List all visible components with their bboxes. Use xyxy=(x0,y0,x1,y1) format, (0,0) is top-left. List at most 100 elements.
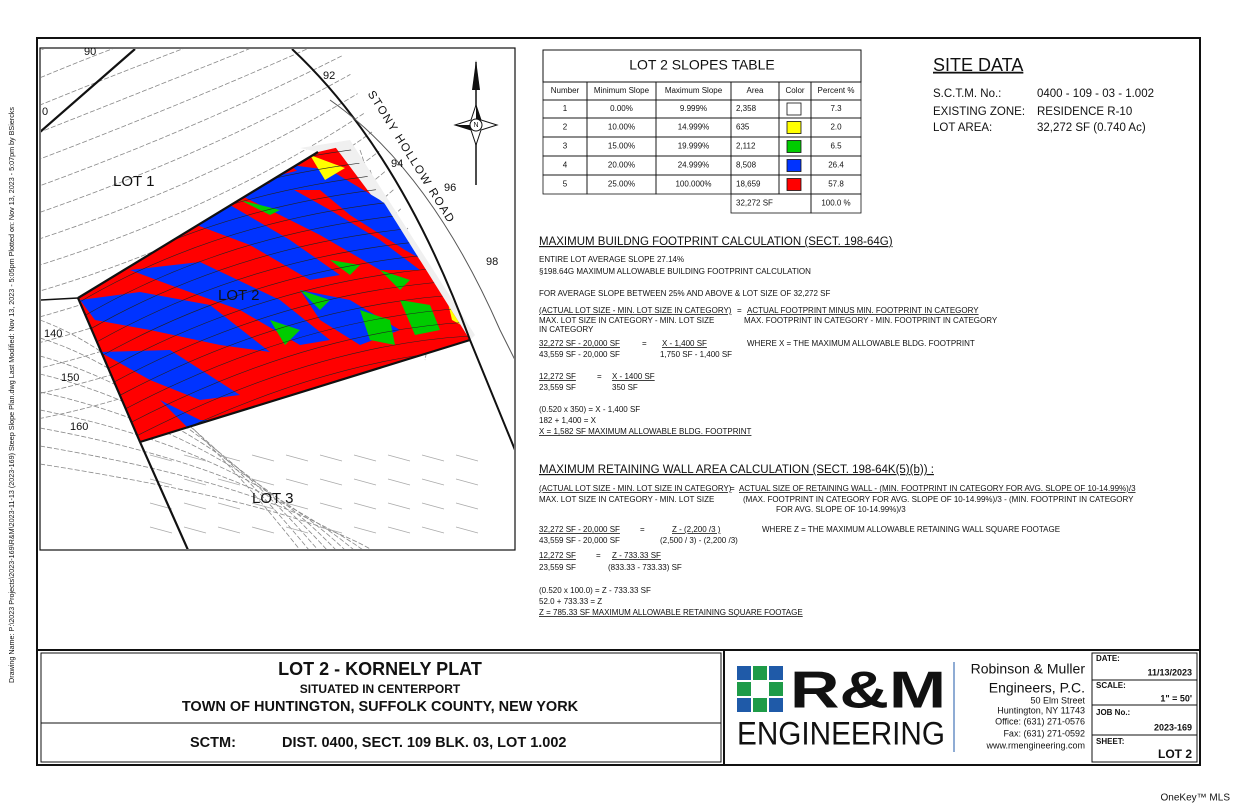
calc-line: 12,272 SF xyxy=(539,372,576,381)
firm-line: Engineers, P.C. xyxy=(989,680,1085,696)
table-title: LOT 2 SLOPES TABLE xyxy=(629,57,775,73)
firm-line: www.rmengineering.com xyxy=(985,740,1085,750)
info-value: 2023-169 xyxy=(1154,722,1192,732)
title-box xyxy=(40,652,722,763)
hatch xyxy=(217,526,241,534)
calc-line: (ACTUAL LOT SIZE - MIN. LOT SIZE IN CATE… xyxy=(539,484,732,493)
hatch xyxy=(353,502,377,510)
hatch xyxy=(455,502,479,510)
logo-text: R&M xyxy=(790,662,946,720)
contour xyxy=(41,373,327,549)
hatch xyxy=(319,526,343,534)
table-value: 2,112 xyxy=(736,142,756,151)
table-value: 4 xyxy=(563,161,568,170)
calc-line: Z = 785.33 SF MAXIMUM ALLOWABLE RETAININ… xyxy=(539,608,803,617)
hatch xyxy=(251,478,275,486)
contour-label: 160 xyxy=(70,421,88,433)
contour-label: 98 xyxy=(486,256,498,268)
road-line xyxy=(291,49,514,451)
lot-label: LOT 3 xyxy=(252,490,293,507)
hatch xyxy=(251,526,275,534)
contour-label: 94 xyxy=(391,158,403,170)
table-header: Maximum Slope xyxy=(665,86,723,95)
contour xyxy=(78,251,470,373)
info-value: 1" = 50' xyxy=(1160,693,1192,703)
calc-line: ACTUAL FOOTPRINT MINUS MIN. FOOTPRINT IN… xyxy=(747,306,979,315)
table-value: 18,659 xyxy=(736,180,761,189)
contour-label: 96 xyxy=(444,182,456,194)
calc-line: = xyxy=(597,372,602,381)
calc-line: 350 SF xyxy=(612,383,638,392)
hatch xyxy=(387,454,411,462)
hatch xyxy=(149,454,173,462)
contour xyxy=(41,463,372,549)
logo-square xyxy=(769,666,783,680)
slope-patch xyxy=(80,292,270,352)
info-value: LOT 2 xyxy=(1158,747,1192,761)
table-header: Number xyxy=(551,86,580,95)
color-swatch xyxy=(786,140,802,153)
info-value: 11/13/2023 xyxy=(1147,667,1192,677)
firm-info: Robinson & Muller Engineers, P.C.50 Elm S… xyxy=(971,661,1086,751)
table-header: Color xyxy=(785,86,804,95)
hatch xyxy=(149,478,173,486)
hatch xyxy=(455,454,479,462)
calc-line: Z - 733.33 SF xyxy=(612,551,661,560)
logo-square xyxy=(737,666,751,680)
site-label: EXISTING ZONE: xyxy=(933,106,1025,118)
contour xyxy=(41,49,308,160)
table-value: 2.0 xyxy=(830,123,842,132)
info-label: SCALE: xyxy=(1096,681,1126,690)
hatch xyxy=(319,502,343,510)
hatch xyxy=(353,454,377,462)
sheet-border xyxy=(36,37,1201,766)
table-value: 1 xyxy=(563,104,568,113)
table-value: 26.4 xyxy=(828,161,844,170)
hatch xyxy=(353,526,377,534)
hatch xyxy=(353,478,377,486)
hatch xyxy=(183,478,207,486)
slope-patch xyxy=(380,270,410,290)
contour-label: 92 xyxy=(323,70,335,82)
calc-line: = xyxy=(730,484,735,493)
hatch xyxy=(319,478,343,486)
calc-line: X - 1,400 SF xyxy=(662,339,707,348)
table-value: 635 xyxy=(736,123,750,132)
calc-line: Z - (2,200 /3 ) xyxy=(672,525,721,534)
contour-label: 0 xyxy=(42,106,48,118)
north-label: N xyxy=(473,122,478,129)
firm-line: Huntington, NY 11743 xyxy=(997,705,1085,715)
hatch xyxy=(421,454,445,462)
calc-line: 32,272 SF - 20,000 SF xyxy=(539,339,620,348)
calc-line: 43,559 SF - 20,000 SF xyxy=(539,350,620,359)
contour xyxy=(41,112,366,266)
lot-label: LOT 2 xyxy=(218,287,259,304)
hatch xyxy=(183,454,207,462)
hatch xyxy=(183,502,207,510)
slope-patch xyxy=(240,200,280,215)
contour xyxy=(78,265,470,387)
slopes-table: LOT 2 SLOPES TABLE Number Minimum Slope Ma… xyxy=(542,49,862,214)
table-value: 7.3 xyxy=(830,104,842,113)
site-value: 32,272 SF (0.740 Ac) xyxy=(1037,122,1146,134)
watermark: OneKey™ MLS xyxy=(1161,793,1231,804)
table-header: Percent % xyxy=(818,86,855,95)
table-value: 24.999% xyxy=(678,161,710,170)
calc-line: WHERE X = THE MAXIMUM ALLOWABLE BLDG. FO… xyxy=(747,339,975,348)
site-data: S.C.T.M. No.: 0400 - 109 - 03 - 1.002 EXIS… xyxy=(933,88,1154,134)
logo-square xyxy=(769,698,783,712)
slope-patch xyxy=(230,182,420,270)
hatch xyxy=(285,502,309,510)
table-value: 10.00% xyxy=(608,123,635,132)
firm-line: Office: (631) 271-0576 xyxy=(995,716,1085,726)
table-header: Area xyxy=(747,86,764,95)
table-value: 2 xyxy=(563,123,568,132)
contour xyxy=(41,93,358,239)
slope-patch xyxy=(170,205,340,280)
calc-line: ACTUAL SIZE OF RETAINING WALL - (MIN. FO… xyxy=(739,484,1136,493)
lot-line xyxy=(41,49,136,133)
contour-label: 150 xyxy=(61,372,79,384)
contour-label: 90 xyxy=(84,46,96,58)
site-label: LOT AREA: xyxy=(933,122,992,134)
